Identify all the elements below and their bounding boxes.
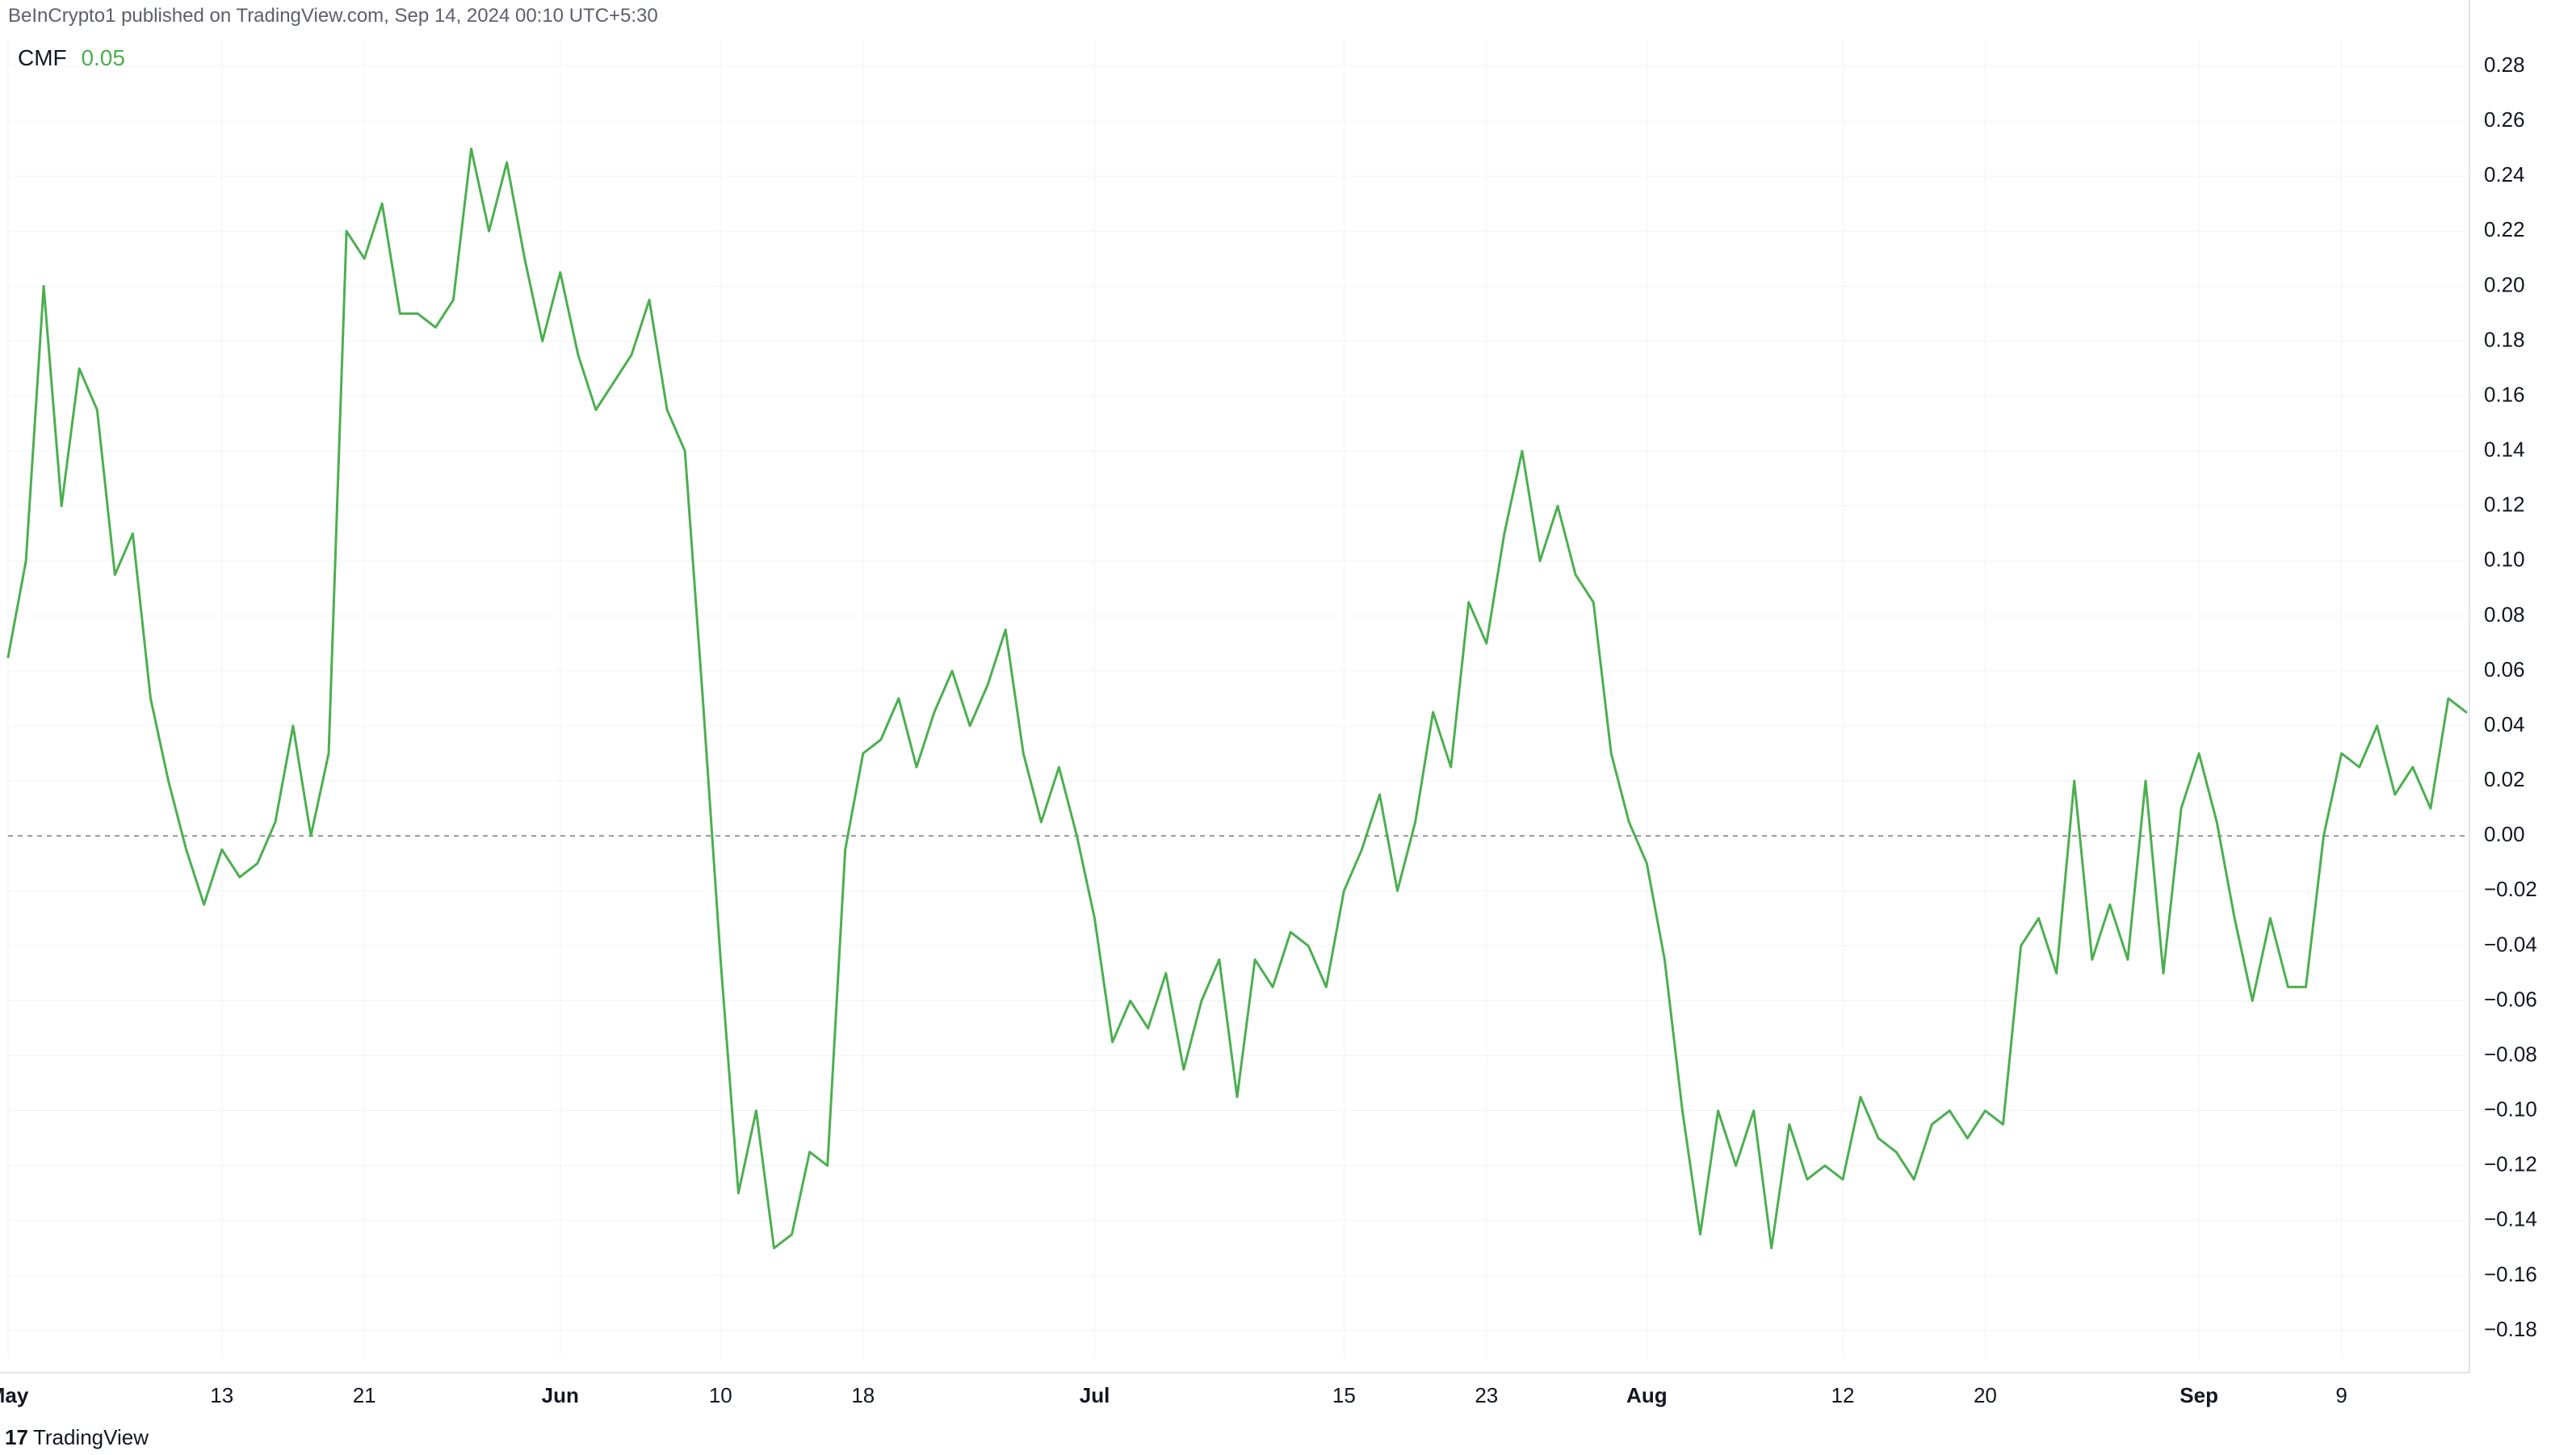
y-tick-label: 0.16 [2484, 382, 2525, 406]
y-tick-label: −0.06 [2484, 987, 2537, 1011]
y-tick-label: −0.08 [2484, 1042, 2537, 1066]
x-tick-label: 20 [1974, 1383, 1997, 1407]
tradingview-logo-icon: 17 [5, 1425, 27, 1450]
y-tick-label: −0.04 [2484, 932, 2537, 956]
x-tick-label: Sep [2180, 1383, 2218, 1407]
y-tick-label: 0.04 [2484, 712, 2525, 736]
tradingview-brand: TradingView [33, 1425, 149, 1450]
x-tick-label: 23 [1475, 1383, 1498, 1407]
x-tick-label: Aug [1626, 1383, 1668, 1407]
y-tick-label: 0.08 [2484, 602, 2525, 627]
y-tick-label: 0.28 [2484, 52, 2525, 77]
indicator-value: 0.05 [81, 45, 125, 70]
y-tick-label: 0.20 [2484, 272, 2525, 296]
x-tick-label: May [0, 1383, 29, 1407]
y-tick-label: 0.10 [2484, 547, 2525, 572]
y-tick-label: 0.00 [2484, 822, 2525, 846]
y-tick-label: −0.12 [2484, 1152, 2537, 1176]
y-tick-label: 0.02 [2484, 767, 2525, 791]
x-tick-label: Jul [1080, 1383, 1110, 1407]
y-tick-label: −0.02 [2484, 877, 2537, 901]
y-tick-label: 0.24 [2484, 162, 2525, 187]
y-tick-label: −0.14 [2484, 1207, 2537, 1231]
y-tick-label: −0.16 [2484, 1262, 2537, 1286]
y-tick-label: −0.10 [2484, 1097, 2537, 1122]
tradingview-footer: 17 TradingView [5, 1425, 149, 1450]
x-tick-label: Jun [542, 1383, 579, 1407]
y-tick-label: 0.22 [2484, 217, 2525, 241]
y-tick-label: −0.18 [2484, 1317, 2537, 1341]
x-tick-label: 18 [851, 1383, 875, 1407]
y-tick-label: 0.26 [2484, 107, 2525, 132]
x-tick-label: 15 [1332, 1383, 1356, 1407]
indicator-legend: CMF 0.05 [18, 45, 125, 71]
x-tick-label: 21 [353, 1383, 376, 1407]
x-tick-label: 13 [210, 1383, 233, 1407]
chart-area[interactable]: 0.28 0.26 0.24 0.22 0.20 0.18 0.16 0.14 0.12 0.10… [0, 0, 2576, 1455]
indicator-name: CMF [18, 45, 67, 70]
y-tick-label: 0.18 [2484, 327, 2525, 351]
chart-svg: 0.28 0.26 0.24 0.22 0.20 0.18 0.16 0.14 0.12 0.10… [0, 0, 2576, 1455]
x-tick-label: 12 [1831, 1383, 1855, 1407]
attribution-text: BeInCrypto1 published on TradingView.com… [8, 5, 658, 27]
y-tick-label: 0.14 [2484, 438, 2525, 462]
x-tick-label: 10 [709, 1383, 732, 1407]
x-tick-label: 9 [2335, 1383, 2347, 1407]
y-tick-label: 0.12 [2484, 493, 2525, 517]
y-tick-label: 0.06 [2484, 657, 2525, 681]
